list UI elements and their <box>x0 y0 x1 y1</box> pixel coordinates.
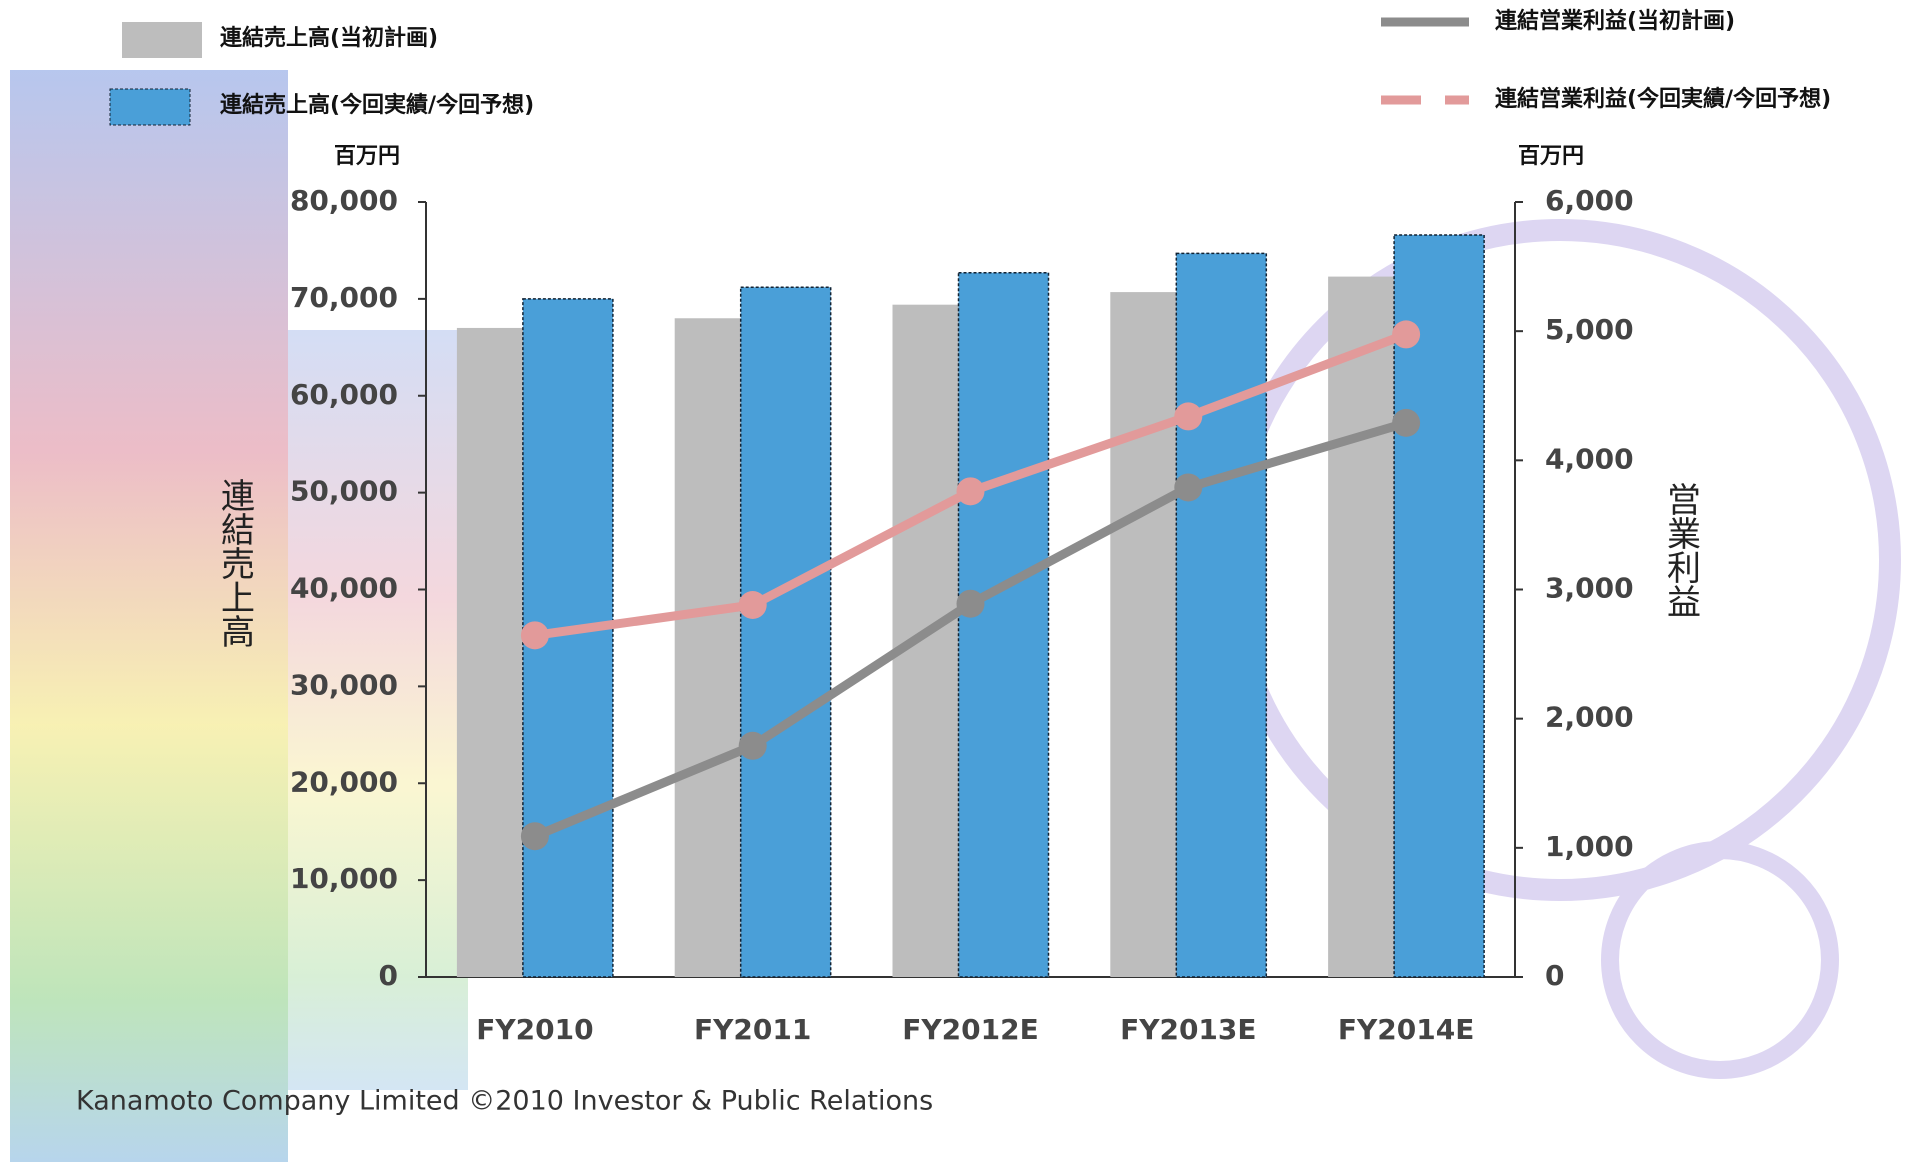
point <box>520 822 549 851</box>
x-tick-label: FY2011 <box>694 1013 811 1046</box>
decor-column <box>288 330 468 1090</box>
y-tick-label: 10,000 <box>290 862 398 895</box>
legend-label: 連結売上高(今回実績/今回予想) <box>220 92 534 118</box>
y2-tick-label: 5,000 <box>1545 313 1634 346</box>
x-tick-label: FY2010 <box>476 1013 593 1046</box>
legend-label: 連結営業利益(今回実績/今回予想) <box>1495 86 1831 112</box>
point <box>956 477 985 506</box>
y2-tick-label: 6,000 <box>1545 184 1634 217</box>
x-tick-label: FY2012E <box>902 1013 1038 1046</box>
y-tick-label: 80,000 <box>290 184 398 217</box>
point <box>738 591 767 619</box>
point <box>956 589 985 618</box>
y-tick-label: 50,000 <box>290 475 398 508</box>
y-tick-label: 70,000 <box>290 281 398 314</box>
bar <box>739 286 832 978</box>
y2-tick-label: 2,000 <box>1545 701 1634 734</box>
y-tick-label: 60,000 <box>290 378 398 411</box>
x-tick-label: FY2014E <box>1338 1013 1474 1046</box>
point <box>1392 408 1421 437</box>
point <box>738 731 767 760</box>
bar <box>1175 252 1268 978</box>
y-unit: 百万円 <box>334 144 400 169</box>
legend-label: 連結営業利益(当初計画) <box>1495 8 1735 34</box>
legend-swatch <box>122 22 202 58</box>
decor-machine <box>1601 841 1839 1079</box>
bar <box>957 271 1050 978</box>
y-tick-label: 30,000 <box>290 668 398 701</box>
y-tick-label: 0 <box>379 959 398 992</box>
point <box>1174 473 1203 502</box>
y2-tick-label: 4,000 <box>1545 442 1634 475</box>
y2-axis-title: 営業利益 <box>1661 482 1701 618</box>
y-axis-title: 連結売上高 <box>215 478 255 648</box>
decor-column <box>10 70 288 1162</box>
bar <box>1393 234 1485 978</box>
y-tick-label: 40,000 <box>290 572 398 605</box>
point <box>1174 402 1203 431</box>
point <box>520 621 549 650</box>
point <box>1392 320 1421 349</box>
y2-tick-label: 3,000 <box>1545 572 1634 605</box>
y2-tick-label: 0 <box>1545 959 1564 992</box>
y2-unit: 百万円 <box>1518 144 1584 169</box>
footer: Kanamoto Company Limited ©2010 Investor … <box>76 1086 933 1117</box>
legend-label: 連結売上高(当初計画) <box>220 25 438 51</box>
legend-swatch <box>109 88 191 126</box>
y-tick-label: 20,000 <box>290 765 398 798</box>
y2-tick-label: 1,000 <box>1545 830 1634 863</box>
x-tick-label: FY2013E <box>1120 1013 1256 1046</box>
